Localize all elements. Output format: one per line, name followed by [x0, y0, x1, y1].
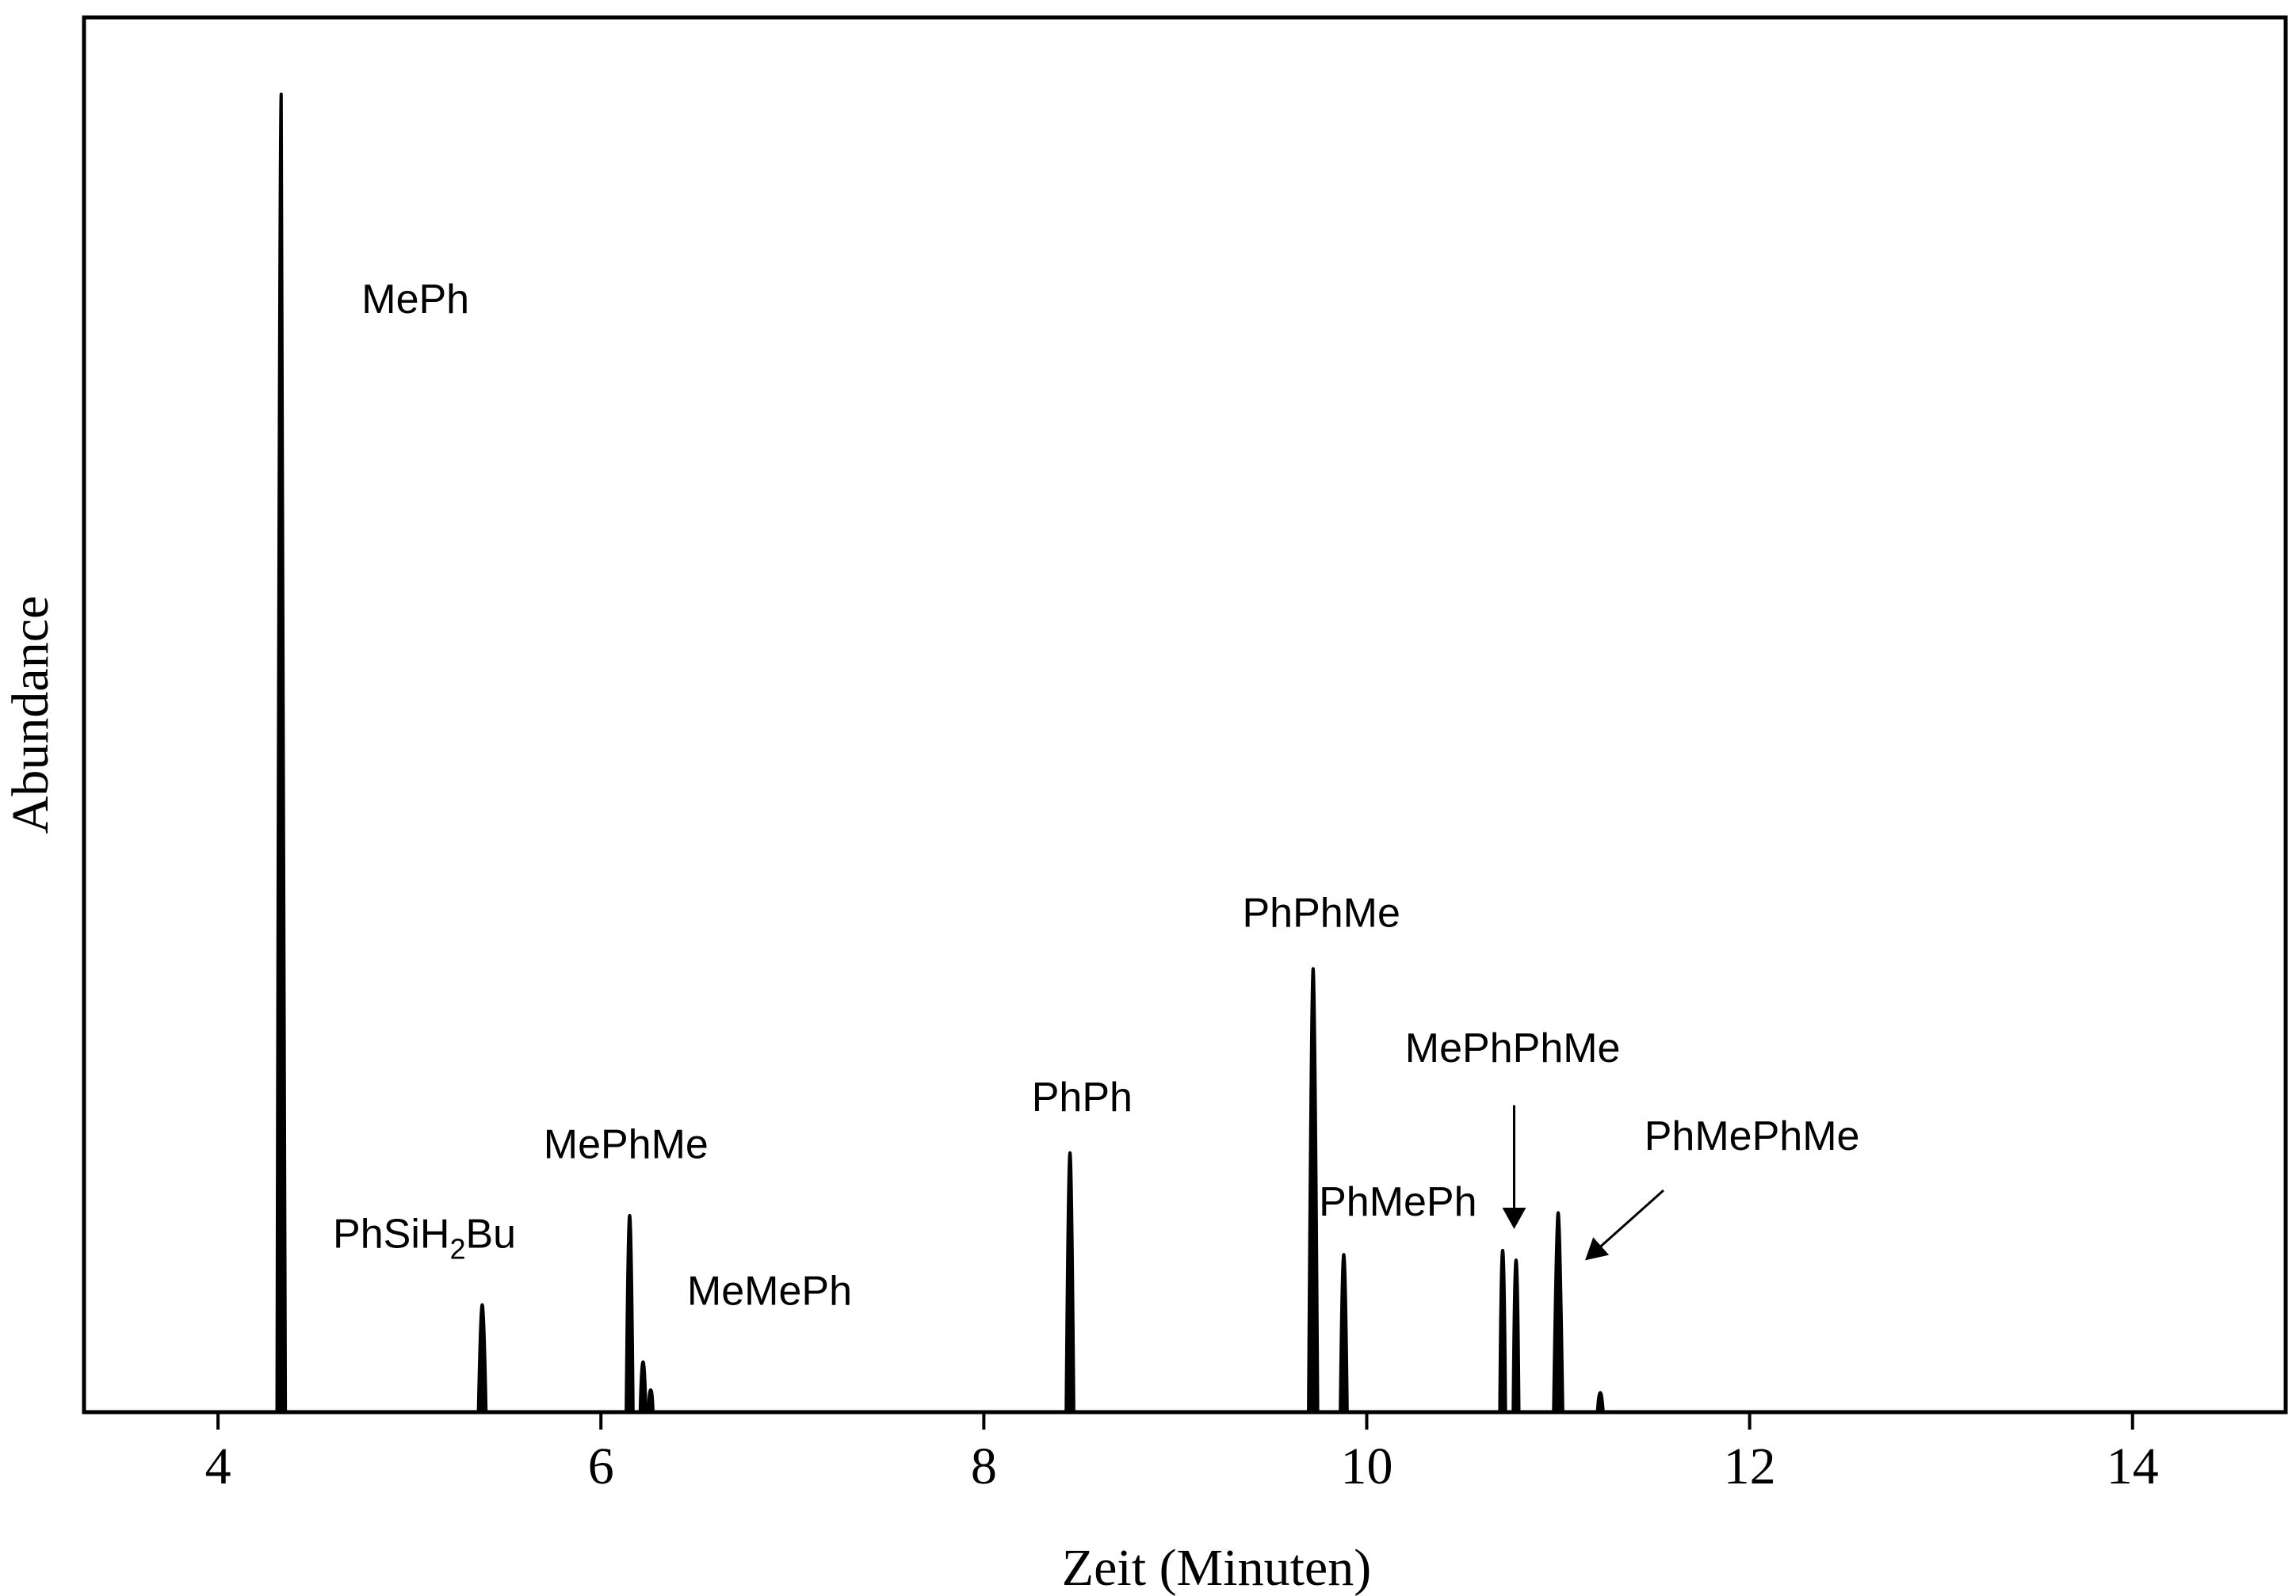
peak [1511, 1258, 1521, 1414]
peak [647, 1388, 655, 1414]
peak-label-mephme: MePhMe [544, 1122, 709, 1168]
peak-label-meph: MePh [361, 277, 469, 323]
peak [638, 1360, 648, 1414]
peak [1339, 1253, 1349, 1414]
peak-label-phphme: PhPhMe [1242, 891, 1400, 937]
peak-label-mephphme: MePhPhMe [1405, 1025, 1621, 1071]
x-tick-label: 6 [588, 1438, 614, 1495]
peak [1307, 967, 1320, 1414]
peak-label-phsih2bu: PhSiH2Bu [333, 1211, 516, 1265]
x-axis-title: Zeit (Minuten) [1062, 1539, 1371, 1596]
x-tick-label: 4 [205, 1438, 231, 1495]
peak [275, 92, 288, 1414]
x-tick-label: 10 [1340, 1438, 1392, 1495]
annotation-arrow [1585, 1189, 1664, 1261]
peak [1595, 1391, 1605, 1414]
peak [1064, 1151, 1075, 1414]
x-tick-label: 12 [1724, 1438, 1776, 1495]
peak-label-memeph: MeMePh [687, 1268, 852, 1314]
peak [1552, 1211, 1564, 1414]
x-axis-ticks: 4 6 8 10 12 14 [205, 1412, 2159, 1495]
peak-labels: MePh PhSiH2Bu MePhMe MeMePh PhPh PhPhMe PhMePh… [333, 277, 1859, 1314]
y-axis-title: Abundance [2, 596, 59, 834]
peak-label-phph: PhPh [1032, 1075, 1133, 1121]
peak-series [275, 92, 1605, 1414]
peak [625, 1213, 635, 1414]
plot-frame [82, 15, 2288, 1415]
x-tick-label: 14 [2107, 1438, 2159, 1495]
peak [1498, 1248, 1507, 1414]
peak [476, 1303, 488, 1414]
peak-label-phmephme: PhMePhMe [1645, 1113, 1860, 1159]
peak-label-phmeph: PhMePh [1319, 1179, 1477, 1225]
x-tick-label: 8 [971, 1438, 997, 1495]
